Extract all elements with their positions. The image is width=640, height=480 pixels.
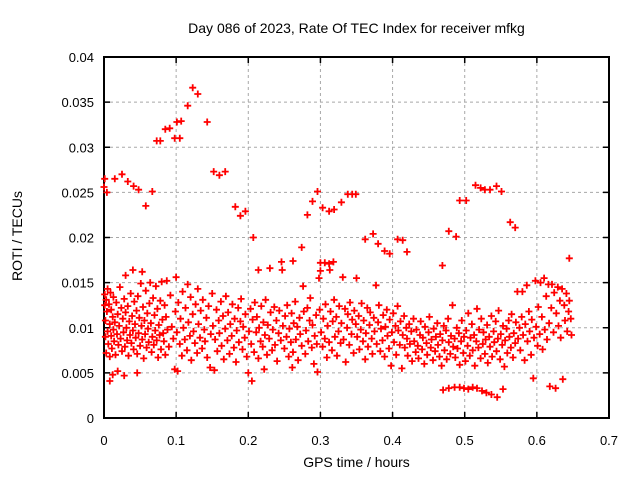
y-tick-label: 0.005 — [61, 366, 94, 381]
x-tick-label: 0.3 — [311, 433, 329, 448]
y-tick-label: 0.025 — [61, 185, 94, 200]
x-tick-label: 0.2 — [239, 433, 257, 448]
y-tick-label: 0.02 — [69, 231, 94, 246]
y-tick-label: 0.01 — [69, 321, 94, 336]
x-axis-label: GPS time / hours — [303, 454, 410, 470]
chart-title: Day 086 of 2023, Rate Of TEC Index for r… — [188, 20, 525, 36]
data-points — [100, 84, 575, 401]
x-tick-label: 0 — [100, 433, 107, 448]
x-tick-label: 0.4 — [384, 433, 402, 448]
y-tick-label: 0.015 — [61, 276, 94, 291]
y-tick-label: 0.03 — [69, 140, 94, 155]
scatter-series-roti — [100, 84, 575, 401]
y-tick-label: 0 — [87, 411, 94, 426]
y-tick-label: 0.035 — [61, 95, 94, 110]
x-tick-label: 0.1 — [167, 433, 185, 448]
x-tick-labels: 0 0.1 0.2 0.3 0.4 0.5 0.6 0.7 — [100, 433, 618, 448]
y-tick-labels: 0 0.005 0.01 0.015 0.02 0.025 0.03 0.035 0.04 — [61, 50, 94, 426]
y-tick-label: 0.04 — [69, 50, 94, 65]
x-tick-label: 0.5 — [456, 433, 474, 448]
y-axis-label: ROTI / TECUs — [9, 191, 25, 281]
x-tick-label: 0.6 — [528, 433, 546, 448]
x-tick-label: 0.7 — [600, 433, 618, 448]
grid-lines — [104, 57, 609, 418]
tick-marks — [103, 56, 610, 419]
